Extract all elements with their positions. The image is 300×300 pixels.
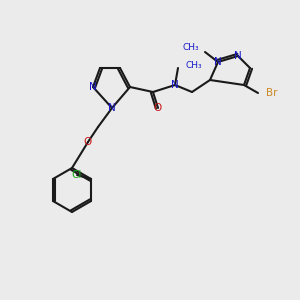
Text: N: N: [89, 82, 97, 92]
Text: Br: Br: [266, 88, 278, 98]
Text: CH₃: CH₃: [186, 61, 202, 70]
Text: N: N: [234, 51, 242, 61]
Text: O: O: [154, 103, 162, 113]
Text: Cl: Cl: [72, 170, 82, 180]
Text: N: N: [214, 57, 222, 67]
Text: N: N: [171, 80, 179, 90]
Text: CH₃: CH₃: [182, 44, 199, 52]
Text: O: O: [84, 137, 92, 147]
Text: N: N: [108, 103, 116, 113]
